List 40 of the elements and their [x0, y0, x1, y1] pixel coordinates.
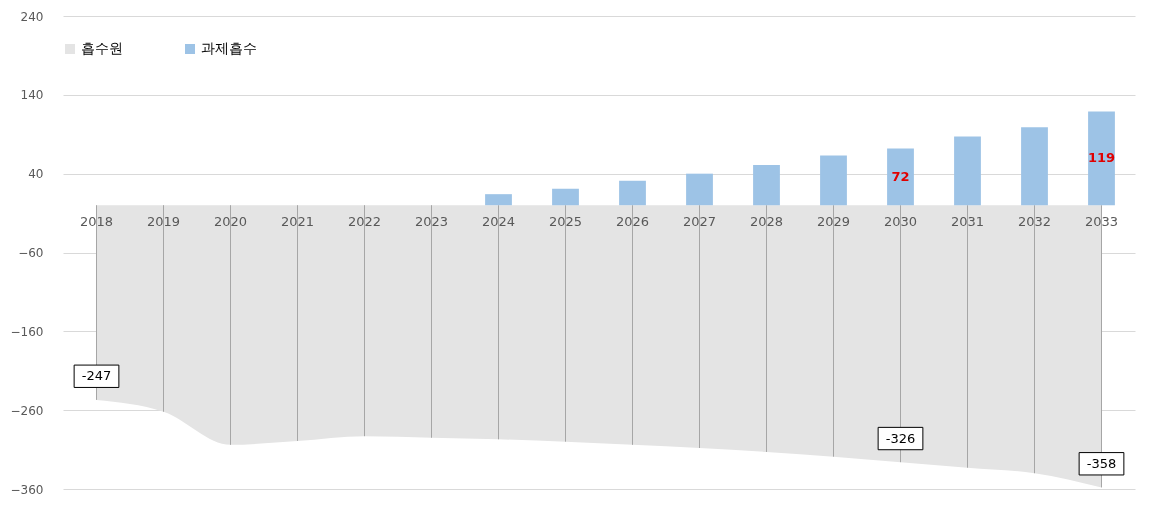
bar: [820, 155, 847, 206]
x-tick-label: 2018: [79, 214, 114, 230]
data-label: 72: [891, 168, 910, 184]
bar: [552, 188, 579, 206]
legend-label: 과제흡수: [201, 40, 257, 56]
x-tick-label: 2027: [682, 214, 717, 230]
x-tick-label: 2023: [414, 214, 449, 230]
x-tick-label: 2029: [816, 214, 851, 230]
y-tick-label: −360: [10, 482, 44, 497]
bar: [686, 173, 713, 206]
x-tick-label: 2031: [950, 214, 985, 230]
data-label: 119: [1087, 150, 1116, 166]
x-tick-label: 2021: [280, 214, 315, 230]
bar: [1088, 111, 1115, 206]
x-tick-label: 2026: [615, 214, 650, 230]
y-tick-label: −260: [10, 403, 44, 418]
x-tick-label: 2020: [213, 214, 248, 230]
x-tick-label: 2030: [883, 214, 918, 230]
bar: [619, 180, 646, 206]
bar: [1021, 127, 1048, 206]
x-tick-label: 2019: [146, 214, 181, 230]
x-tick-label: 2025: [548, 214, 583, 230]
bar: [887, 148, 914, 206]
y-tick-label: −60: [18, 246, 44, 260]
y-tick-label: −160: [10, 324, 44, 339]
legend-label: 흡수원: [81, 40, 123, 56]
data-label: -326: [885, 430, 916, 446]
y-tick-label: 140: [20, 88, 44, 103]
data-label: -247: [81, 368, 112, 384]
x-tick-label: 2022: [347, 214, 382, 230]
x-tick-label: 2033: [1084, 214, 1119, 230]
bar: [753, 164, 780, 206]
x-tick-label: 2024: [481, 214, 516, 230]
x-tick-label: 2028: [749, 214, 784, 230]
data-label: -358: [1086, 455, 1117, 471]
y-tick-label: 240: [20, 9, 44, 24]
bar: [954, 136, 981, 206]
y-tick-label: 40: [28, 167, 44, 182]
x-tick-label: 2032: [1017, 214, 1052, 230]
bar: [485, 194, 512, 206]
